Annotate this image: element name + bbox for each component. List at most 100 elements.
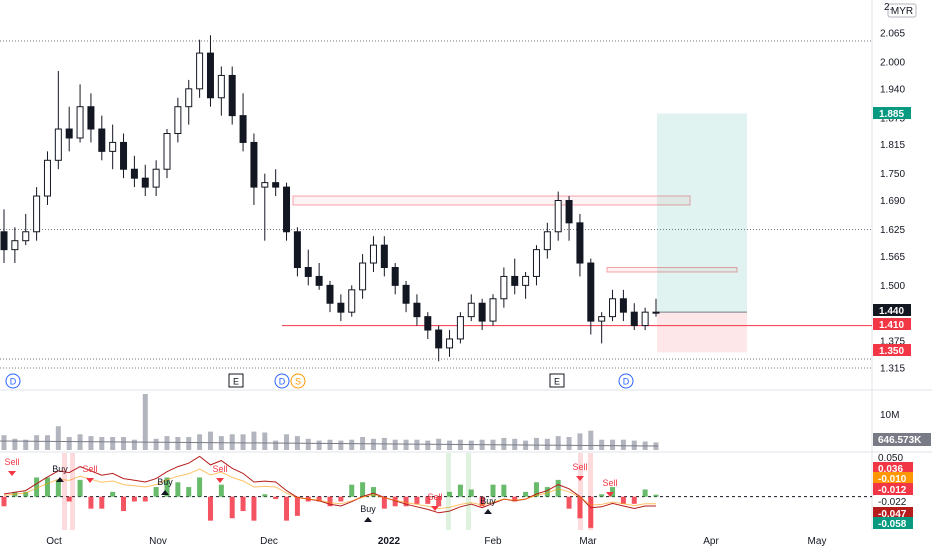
oscillator-histogram-bar — [327, 496, 333, 507]
candle — [576, 213, 584, 277]
signal-label: Sell — [602, 478, 617, 488]
oscillator-tick: -0.010 — [873, 472, 913, 485]
time-tick-label: Oct — [46, 536, 62, 547]
resistance-zone[interactable] — [292, 195, 691, 206]
candle — [304, 249, 312, 286]
candle — [532, 245, 540, 286]
candle — [206, 35, 214, 107]
candle — [65, 106, 73, 152]
signal-sell[interactable]: Sell — [212, 464, 228, 483]
candle — [554, 191, 562, 241]
oscillator-histogram-bar — [294, 496, 300, 516]
signal-sell[interactable]: Sell — [572, 462, 588, 481]
candle — [272, 169, 280, 197]
candle — [76, 84, 84, 143]
event-marker-label: D — [623, 377, 630, 387]
oscillator-histogram-bar — [197, 477, 203, 497]
signal-sell[interactable]: Sell — [602, 478, 618, 497]
event-marker-d[interactable]: D — [5, 373, 21, 389]
candle — [250, 133, 258, 205]
signal-buy[interactable]: Buy — [157, 477, 173, 495]
oscillator-histogram-bar — [544, 487, 550, 497]
event-marker-e[interactable]: E — [549, 373, 565, 388]
volume-bar — [327, 439, 333, 450]
volume-bar — [414, 439, 420, 450]
oscillator-histogram-bar — [34, 477, 40, 497]
oscillator-histogram-bar — [370, 487, 376, 497]
oscillator-histogram-bar — [479, 496, 485, 507]
volume-bar — [284, 434, 290, 450]
volume-bar — [44, 435, 50, 450]
signal-buy[interactable]: Buy — [52, 464, 68, 482]
position-loss-zone[interactable] — [657, 312, 747, 353]
position-profit-zone[interactable] — [657, 113, 747, 313]
volume-bar — [273, 440, 279, 450]
volume-bar — [186, 437, 192, 450]
volume-ma — [0, 440, 659, 447]
volume-bar — [316, 440, 322, 450]
oscillator-histogram-bar — [1, 496, 7, 507]
signal-buy[interactable]: Buy — [480, 496, 496, 514]
candle — [456, 312, 464, 344]
volume-bar — [110, 437, 116, 450]
oscillator-histogram-bar — [110, 491, 116, 497]
volume-bar — [533, 437, 539, 450]
volume-bar — [99, 437, 105, 450]
signal-highlight — [62, 453, 67, 530]
currency-badge[interactable]: MYR — [887, 3, 917, 18]
volume-bar — [392, 439, 398, 450]
event-marker-d[interactable]: D — [274, 373, 290, 389]
candle — [446, 330, 454, 357]
oscillator-histogram-bar — [653, 494, 659, 497]
signal-sell[interactable]: Sell — [4, 457, 20, 476]
candle — [239, 93, 247, 152]
volume-axis-label: 10M — [880, 410, 899, 421]
volume-bar — [610, 439, 616, 450]
resistance-zone[interactable] — [606, 267, 738, 273]
volume-bar — [620, 439, 626, 450]
volume-bar — [468, 440, 474, 450]
volume-bar — [338, 440, 344, 450]
volume-bar — [425, 440, 431, 450]
event-marker-s[interactable]: S — [290, 373, 306, 389]
oscillator-histogram-bar — [533, 482, 539, 497]
volume-bar — [631, 440, 637, 450]
event-marker-d[interactable]: D — [618, 373, 634, 389]
time-tick-label: Dec — [260, 536, 278, 547]
oscillator-histogram-bar — [360, 482, 366, 497]
event-marker-label: E — [233, 377, 239, 387]
volume-bar — [566, 437, 572, 450]
event-marker-label: E — [554, 377, 560, 387]
price-tick-label: 1.940 — [880, 84, 905, 95]
oscillator-histogram-bar — [240, 496, 246, 512]
oscillator-histogram-bar — [338, 496, 344, 502]
candle — [217, 66, 225, 116]
oscillator-pane: Sell Buy Sell Buy Sell Buy Sell Buy Sell Sell — [0, 453, 872, 530]
price-tag: 1.410 — [873, 318, 911, 331]
event-marker-e[interactable]: E — [228, 373, 244, 388]
oscillator-histogram-bar — [555, 479, 561, 497]
signal-label: Sell — [572, 462, 587, 472]
price-tick-label: 2.000 — [880, 58, 905, 69]
oscillator-tick: -0.058 — [873, 517, 913, 530]
time-tick-label: Apr — [703, 536, 719, 547]
signal-sell[interactable]: Sell — [427, 492, 443, 511]
candle — [565, 196, 573, 241]
candle — [163, 129, 171, 179]
candle — [489, 294, 497, 326]
candle — [22, 213, 30, 246]
candle — [380, 236, 388, 277]
price-tick-label: 1.565 — [880, 252, 905, 263]
signal-sell[interactable]: Sell — [82, 464, 98, 483]
signal-buy[interactable]: Buy — [360, 504, 376, 522]
signal-highlight — [466, 453, 471, 530]
candle — [0, 209, 8, 264]
candle — [337, 294, 345, 322]
oscillator-histogram-bar — [501, 484, 507, 497]
oscillator-histogram-bar — [588, 496, 594, 528]
price-tick-label: 1.815 — [880, 140, 905, 151]
candle — [359, 254, 367, 299]
oscillator-tick: 0.050 — [878, 453, 903, 464]
volume-bar — [588, 430, 594, 450]
